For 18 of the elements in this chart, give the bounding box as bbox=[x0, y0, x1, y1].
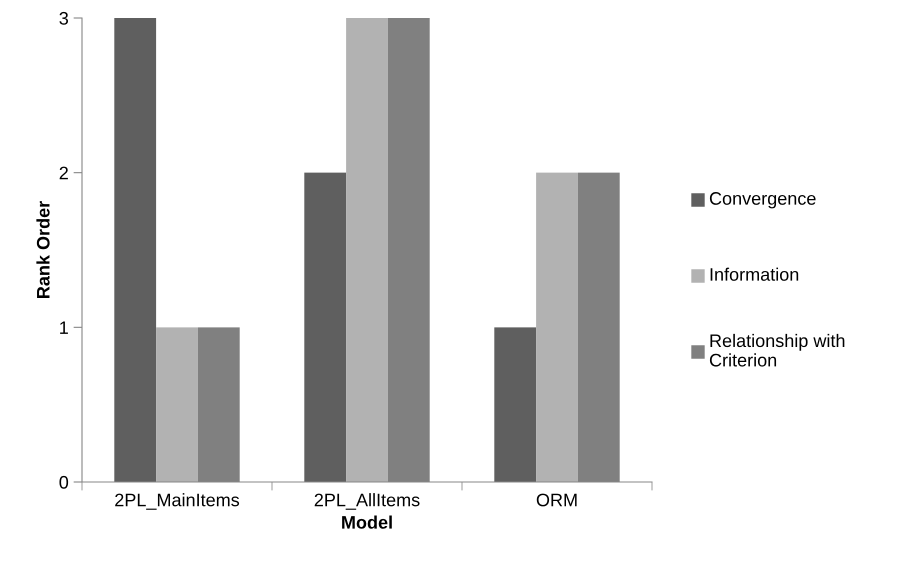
x-tick-label: 2PL_MainItems bbox=[115, 493, 240, 510]
legend-label: Relationship with Criterion bbox=[710, 334, 844, 367]
y-tick-label: 2 bbox=[60, 166, 68, 180]
bar bbox=[114, 18, 156, 482]
legend-label: Information bbox=[710, 268, 798, 281]
bar bbox=[156, 327, 198, 482]
bar bbox=[304, 172, 346, 482]
y-tick-label: 0 bbox=[59, 476, 68, 489]
bar bbox=[494, 327, 536, 482]
y-tick-label: 1 bbox=[60, 321, 68, 334]
bar bbox=[536, 172, 578, 482]
x-tick-label: 2PL_AllItems bbox=[314, 493, 420, 510]
bar bbox=[346, 18, 388, 482]
y-tick-label: 3 bbox=[59, 12, 68, 25]
legend-label: Convergence bbox=[710, 192, 816, 208]
x-tick-label: ORM bbox=[536, 494, 577, 506]
x-axis-title: Model bbox=[342, 516, 392, 529]
y-axis-title: Rank Order bbox=[36, 201, 50, 298]
